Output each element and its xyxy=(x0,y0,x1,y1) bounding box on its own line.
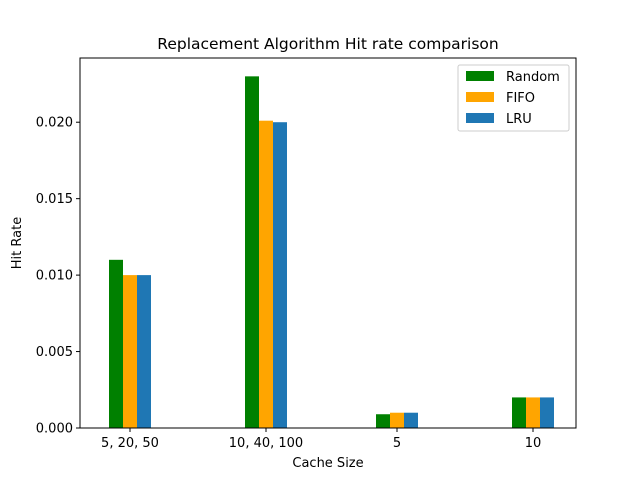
chart-title: Replacement Algorithm Hit rate compariso… xyxy=(157,35,499,53)
legend-swatch-fifo xyxy=(466,92,494,102)
legend-swatch-random xyxy=(466,71,494,81)
x-tick-label: 5 xyxy=(393,436,401,451)
bar-fifo-1 xyxy=(259,120,273,428)
bar-random-3 xyxy=(512,397,526,428)
y-tick-label: 0.010 xyxy=(36,269,73,284)
legend-label-random: Random xyxy=(506,70,560,85)
legend-label-fifo: FIFO xyxy=(506,91,535,106)
bar-random-1 xyxy=(245,76,259,428)
legend-swatch-lru xyxy=(466,113,494,123)
bar-lru-1 xyxy=(273,122,287,429)
bar-fifo-3 xyxy=(526,397,540,428)
bar-fifo-0 xyxy=(123,275,137,428)
y-axis-label: Hit Rate xyxy=(10,217,25,269)
plot-frame xyxy=(79,57,577,429)
y-tick-label: 0.015 xyxy=(36,192,73,207)
x-tick-label: 5, 20, 50 xyxy=(101,436,159,451)
bar-fifo-2 xyxy=(390,412,404,428)
bar-random-0 xyxy=(109,259,123,428)
bar-lru-2 xyxy=(404,412,418,428)
x-axis-label: Cache Size xyxy=(292,456,363,471)
bar-lru-0 xyxy=(137,275,151,428)
x-tick-label: 10 xyxy=(525,436,542,451)
y-tick-label: 0.000 xyxy=(36,422,73,437)
x-tick-label: 10, 40, 100 xyxy=(229,436,303,451)
legend-label-lru: LRU xyxy=(506,112,532,127)
legend: Random FIFO LRU xyxy=(457,64,570,132)
bar-random-2 xyxy=(376,414,390,428)
x-axis: 5, 20, 50 10, 40, 100 5 10 xyxy=(101,428,541,451)
y-tick-label: 0.005 xyxy=(36,345,73,360)
y-axis: 0.000 0.005 0.010 0.015 0.020 xyxy=(36,116,80,437)
y-tick-label: 0.020 xyxy=(36,116,73,131)
bar-lru-3 xyxy=(540,397,554,428)
bars-layer xyxy=(109,76,554,429)
